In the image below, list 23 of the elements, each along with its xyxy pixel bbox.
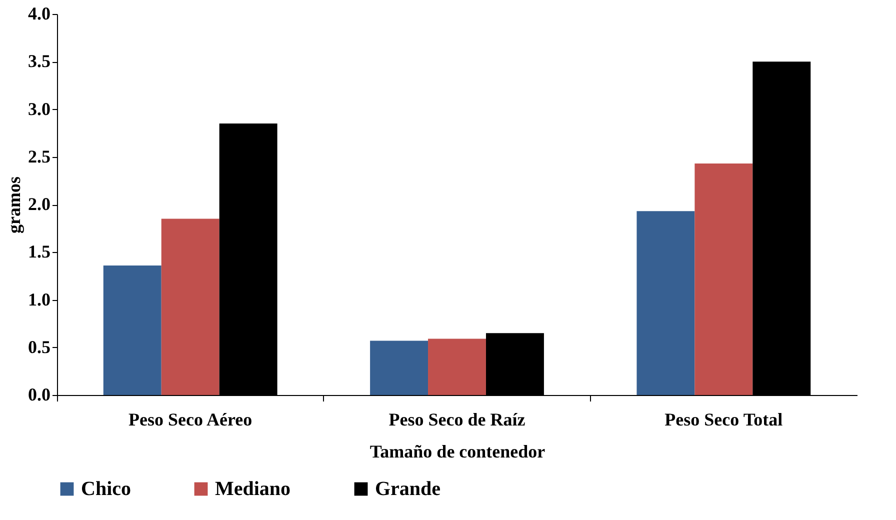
legend-label: Mediano xyxy=(215,478,291,500)
y-tick-label: 4.0 xyxy=(28,4,50,24)
bar xyxy=(694,164,753,395)
x-tick-label: Peso Seco Aéreo xyxy=(128,410,252,430)
bar xyxy=(636,211,695,395)
bar xyxy=(161,218,220,395)
x-axis-title: Tamaño de contenedor xyxy=(370,442,546,462)
bar xyxy=(370,340,428,395)
y-tick-label: 0.5 xyxy=(28,336,50,357)
y-tick-label: 3.5 xyxy=(28,51,50,72)
x-tick-label: Peso Seco de Raíz xyxy=(388,410,526,430)
y-tick-label: 3.0 xyxy=(28,98,50,119)
y-tick-label: 2.0 xyxy=(28,194,50,214)
x-tick-label: Peso Seco Total xyxy=(664,410,783,430)
bar xyxy=(428,338,486,395)
bar xyxy=(103,265,162,395)
y-tick-label: 1.0 xyxy=(28,289,50,310)
legend-label: Chico xyxy=(81,478,131,500)
legend-label: Grande xyxy=(375,478,441,500)
y-tick-label: 2.5 xyxy=(28,146,50,166)
y-axis-title: gramos xyxy=(4,176,24,234)
y-tick-label: 1.5 xyxy=(28,242,50,262)
y-tick-label: 0.0 xyxy=(28,384,50,404)
